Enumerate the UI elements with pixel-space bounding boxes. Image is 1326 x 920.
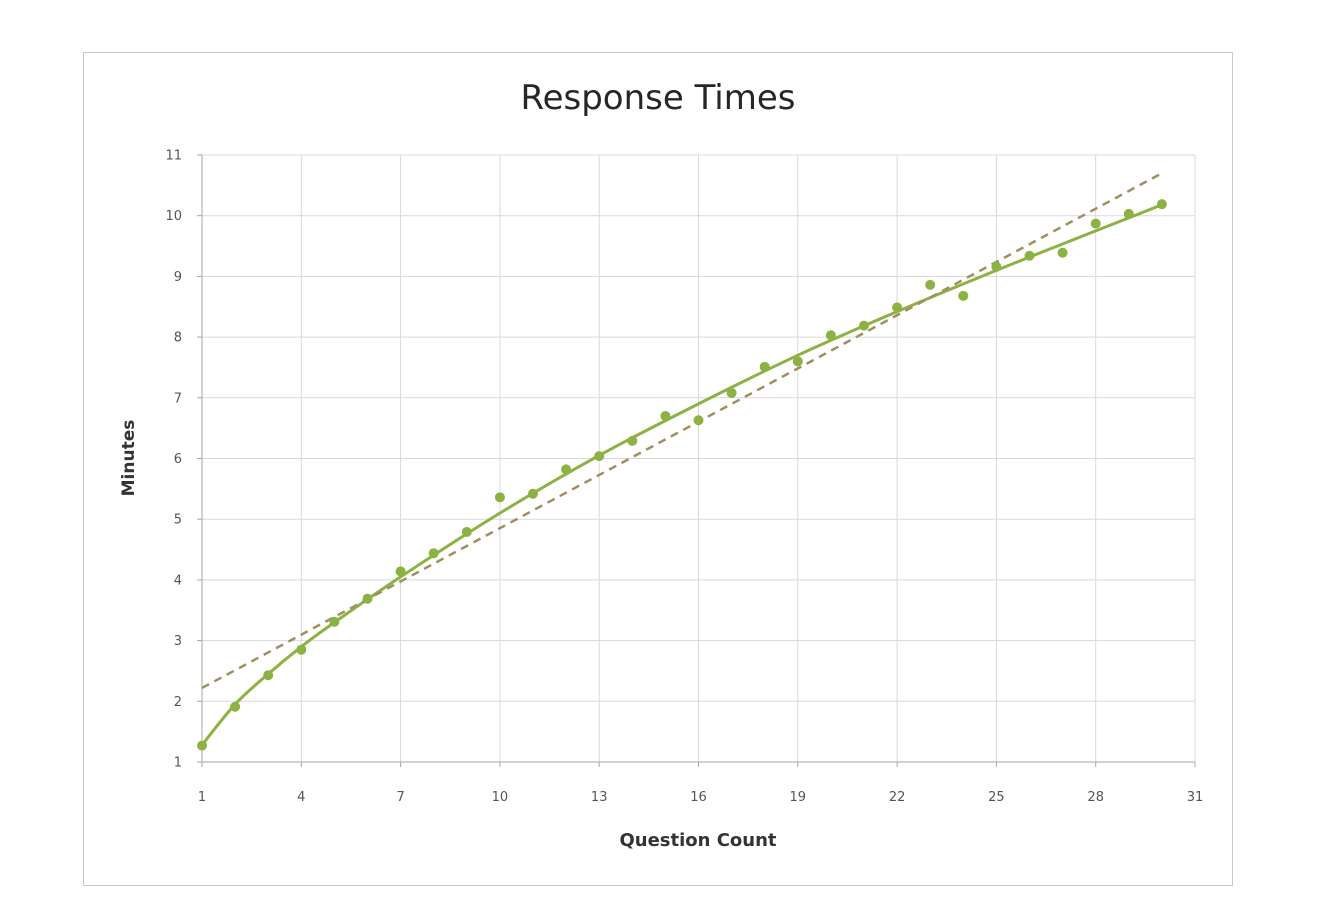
x-tick-label: 31 [1187, 790, 1204, 805]
chart-frame [83, 52, 1233, 886]
data-point [726, 387, 737, 398]
linear-trendline [201, 172, 1163, 690]
data-point [528, 488, 538, 499]
y-tick-label: 3 [174, 634, 182, 649]
data-point [362, 593, 373, 604]
data-point [1090, 218, 1101, 229]
data-point [329, 616, 340, 627]
x-tick-label: 13 [591, 790, 608, 805]
grid-layer [201, 154, 1196, 763]
data-point [693, 415, 704, 426]
data-point [859, 320, 869, 331]
y-tick-label: 5 [174, 513, 182, 528]
y-tick-label: 8 [174, 331, 182, 346]
data-point [925, 279, 936, 290]
y-tick-label: 1 [174, 756, 182, 771]
data-point [461, 526, 472, 537]
data-point [230, 701, 241, 712]
y-tick-label: 6 [174, 452, 182, 467]
data-point [296, 644, 307, 655]
data-point [1057, 247, 1068, 258]
x-tick-label: 10 [492, 790, 509, 805]
y-tick-label: 4 [174, 573, 182, 588]
x-tick-label: 19 [790, 790, 807, 805]
data-point [660, 411, 671, 422]
data-point [561, 464, 572, 475]
data-point [825, 330, 836, 341]
data-point [494, 492, 505, 503]
x-tick-label: 1 [198, 790, 206, 805]
y-tick-label: 2 [174, 695, 182, 710]
data-point [627, 435, 638, 446]
data-point [1156, 199, 1167, 210]
y-tick-label: 7 [174, 391, 182, 406]
chart-title: Response Times [520, 78, 796, 118]
data-point [197, 740, 207, 751]
x-tick-label: 25 [988, 790, 1005, 805]
data-points [197, 199, 1167, 751]
data-point [395, 566, 406, 577]
data-point [1024, 250, 1035, 261]
data-point [892, 302, 903, 313]
tick-labels: 1 4 7 10 13 16 19 22 25 28 31 1 2 3 4 5 6 7 8 9 10 11 [165, 149, 1203, 806]
data-point [1123, 208, 1134, 219]
data-point [792, 356, 803, 367]
data-point [428, 548, 439, 559]
data-point [958, 290, 969, 301]
x-axis-label: Question Count [619, 830, 777, 851]
axis-layer [197, 154, 1196, 767]
trendlines [200, 172, 1164, 747]
data-point [759, 361, 770, 372]
y-tick-label: 11 [165, 149, 182, 164]
x-tick-label: 28 [1087, 790, 1104, 805]
x-tick-label: 4 [297, 790, 305, 805]
x-tick-label: 16 [690, 790, 707, 805]
data-point [594, 451, 605, 462]
x-tick-label: 7 [396, 790, 404, 805]
y-tick-label: 9 [174, 270, 182, 285]
x-tick-label: 22 [889, 790, 906, 805]
power-trendline [200, 203, 1164, 747]
data-point [263, 670, 274, 681]
y-tick-label: 10 [165, 209, 182, 224]
data-point [991, 261, 1002, 272]
